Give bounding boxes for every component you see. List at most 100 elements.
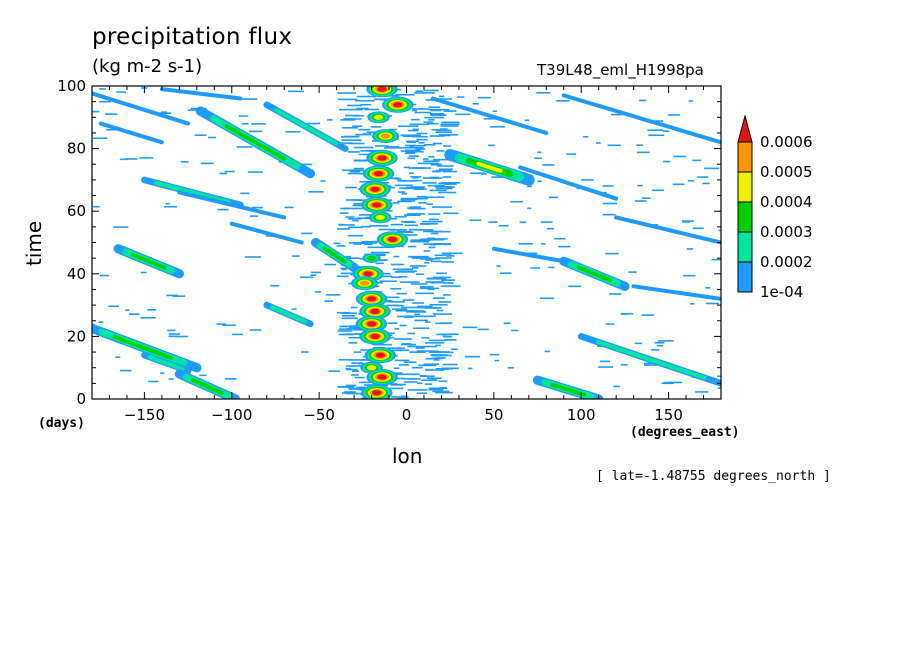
column-noise-mark [428, 339, 446, 342]
column-noise-mark [441, 252, 463, 255]
noise-mark [165, 202, 170, 205]
column-noise-mark [426, 160, 440, 162]
noise-mark [200, 162, 214, 165]
column-noise-mark [397, 270, 417, 273]
noise-mark [697, 176, 709, 178]
column-noise-mark [358, 199, 366, 201]
column-noise-mark [417, 162, 439, 165]
noise-mark [347, 226, 363, 229]
column-noise-mark [426, 203, 433, 205]
column-noise-mark [434, 230, 451, 233]
noise-mark [480, 173, 487, 175]
noise-mark [432, 142, 443, 145]
column-noise-mark [423, 196, 445, 198]
noise-mark [544, 350, 551, 353]
column-noise-mark [436, 150, 445, 152]
streak-mark [147, 355, 185, 371]
noise-mark [219, 172, 228, 175]
column-noise-mark [436, 187, 453, 190]
noise-mark [477, 328, 489, 331]
noise-mark [435, 272, 448, 275]
column-noise-mark [441, 261, 454, 263]
column-noise-mark [349, 170, 360, 173]
noise-mark [596, 142, 601, 144]
noise-mark [301, 232, 313, 235]
noise-mark [456, 96, 465, 98]
noise-mark [99, 88, 106, 90]
y-axis-units: (days) [38, 416, 85, 431]
noise-mark [641, 314, 654, 316]
noise-mark [207, 136, 217, 139]
column-noise-mark [410, 283, 428, 285]
streak-mark [224, 124, 286, 161]
column-noise-mark [348, 218, 362, 220]
noise-mark [518, 242, 533, 245]
column-noise-mark [352, 219, 359, 222]
column-noise-mark [400, 150, 409, 152]
column-noise-mark [399, 324, 407, 327]
column-noise-mark [340, 267, 349, 270]
column-noise-mark [403, 361, 417, 364]
column-noise-mark [379, 280, 397, 283]
noise-mark [548, 266, 555, 269]
noise-mark [692, 159, 702, 162]
noise-mark [285, 131, 301, 133]
noise-mark [164, 205, 178, 208]
column-cell-mark [393, 102, 403, 108]
column-noise-mark [416, 392, 428, 395]
column-noise-mark [442, 363, 458, 366]
noise-mark [108, 305, 119, 308]
column-noise-mark [383, 272, 391, 275]
column-noise-mark [336, 275, 349, 278]
column-noise-mark [435, 131, 453, 134]
column-noise-mark [444, 183, 457, 185]
column-noise-mark [443, 110, 457, 112]
column-noise-mark [346, 392, 358, 395]
column-noise-mark [429, 303, 448, 306]
column-noise-mark [407, 129, 419, 132]
noise-mark [341, 268, 347, 271]
column-cell-mark [375, 352, 385, 358]
precipitation-field [92, 86, 721, 399]
noise-mark [583, 135, 589, 138]
noise-mark [643, 362, 652, 365]
column-noise-mark [356, 386, 366, 389]
colorbar-swatch [737, 201, 753, 233]
noise-mark [718, 229, 721, 232]
streak-mark [491, 246, 566, 264]
column-noise-mark [394, 184, 413, 187]
noise-mark [451, 348, 458, 351]
column-noise-mark [339, 212, 349, 214]
noise-mark [682, 220, 694, 222]
column-noise-mark [407, 245, 417, 248]
noise-mark [168, 335, 178, 338]
column-noise-mark [422, 158, 429, 160]
column-noise-mark [338, 108, 348, 111]
noise-mark [299, 163, 313, 166]
column-noise-mark [411, 109, 417, 112]
column-noise-mark [407, 332, 415, 335]
column-noise-mark [412, 135, 428, 138]
noise-mark [717, 387, 721, 389]
column-noise-mark [443, 212, 459, 215]
column-noise-mark [336, 245, 346, 247]
column-noise-mark [442, 254, 452, 256]
y-tick-label: 40 [67, 265, 86, 283]
column-cell-mark [370, 186, 380, 192]
column-noise-mark [408, 155, 420, 157]
noise-mark [470, 172, 485, 174]
column-noise-mark [401, 200, 416, 202]
column-noise-mark [424, 89, 439, 92]
column-noise-mark [341, 169, 363, 172]
noise-mark [92, 205, 100, 208]
streak-mark [190, 377, 224, 395]
column-noise-mark [427, 238, 448, 240]
noise-mark [581, 179, 594, 181]
noise-mark [702, 182, 710, 185]
noise-mark [386, 146, 400, 148]
column-noise-mark [340, 207, 350, 210]
noise-mark [598, 366, 614, 368]
column-noise-mark [437, 165, 454, 167]
column-noise-mark [340, 119, 356, 121]
column-noise-mark [338, 358, 353, 361]
